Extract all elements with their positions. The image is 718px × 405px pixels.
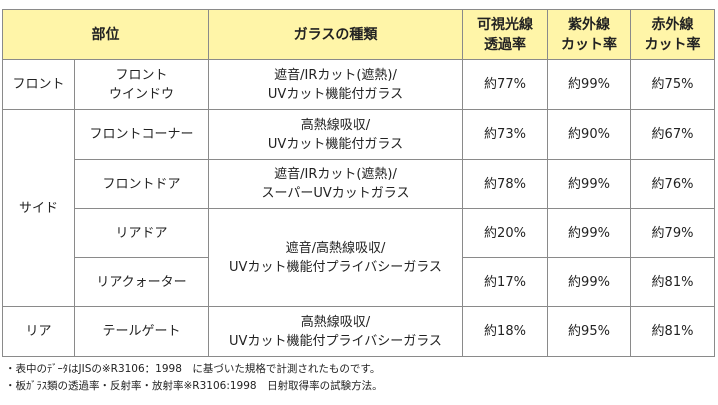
group-side: サイド: [2, 109, 75, 307]
uv-cell: 約99%: [547, 59, 631, 110]
uv-cell: 約99%: [547, 257, 631, 307]
ir-cell: 約81%: [630, 306, 715, 357]
ir-cell: 約76%: [630, 159, 715, 209]
table-row: リアクォーター 約17% 約99% 約81%: [3, 257, 715, 307]
part-cell: リアクォーター: [74, 257, 209, 307]
uv-cell: 約90%: [547, 109, 631, 160]
glass-cell: 高熱線吸収/UVカット機能付ガラス: [208, 109, 463, 160]
header-visible-transmittance: 可視光線 透過率: [462, 9, 548, 60]
visible-cell: 約73%: [462, 109, 548, 160]
table-row: フロント フロント ウインドウ 遮音/IRカット(遮熱)/UVカット機能付ガラス …: [2, 59, 715, 110]
ir-cell: 約81%: [630, 257, 715, 307]
glass-cell: 遮音/IRカット(遮熱)/UVカット機能付ガラス: [208, 59, 463, 110]
visible-cell: 約77%: [462, 59, 548, 110]
visible-cell: 約18%: [462, 306, 548, 357]
header-row: 部位 ガラスの種類 可視光線 透過率 紫外線 カット率 赤外線 カット率: [2, 9, 715, 60]
part-cell: テールゲート: [74, 306, 209, 357]
ir-cell: 約75%: [630, 59, 715, 110]
header-part: 部位: [2, 9, 209, 60]
part-cell: リアドア: [74, 208, 209, 258]
header-uv-cut: 紫外線 カット率: [547, 9, 631, 60]
uv-cell: 約99%: [547, 208, 631, 258]
part-cell: フロントコーナー: [74, 109, 209, 160]
group-rear: リア: [2, 306, 75, 357]
part-cell: フロント ウインドウ: [74, 59, 209, 110]
footnote: ・板ｶﾞﾗｽ類の透過率・反射率・放射率※R3106:1998 日射取得率の試験方…: [5, 380, 383, 392]
ir-cell: 約67%: [630, 109, 715, 160]
part-cell: フロントドア: [74, 159, 209, 209]
table-row: リアドア 遮音/高熱線吸収/UVカット機能付プライバシーガラス 約20% 約99…: [3, 208, 715, 307]
uv-cell: 約95%: [547, 306, 631, 357]
group-front: フロント: [2, 59, 75, 110]
footnotes: ・表中のﾃﾞｰﾀはJISの※R3106：1998 に基づいた規格で計測されたもの…: [5, 361, 383, 395]
glass-spec-table: 部位 ガラスの種類 可視光線 透過率 紫外線 カット率 赤外線 カット率 フロント フ…: [2, 9, 715, 357]
table-row: サイド フロントコーナー 高熱線吸収/UVカット機能付ガラス 約73% 約90%…: [2, 109, 715, 307]
header-glass-type: ガラスの種類: [208, 9, 463, 60]
glass-cell: 遮音/IRカット(遮熱)/スーパーUVカットガラス: [208, 159, 463, 209]
glass-cell: 高熱線吸収/UVカット機能付プライバシーガラス: [208, 306, 463, 357]
table-row: リア テールゲート 高熱線吸収/UVカット機能付プライバシーガラス 約18% 約…: [2, 306, 715, 357]
visible-cell: 約20%: [462, 208, 548, 258]
ir-cell: 約79%: [630, 208, 715, 258]
footnote: ・表中のﾃﾞｰﾀはJISの※R3106：1998 に基づいた規格で計測されたもの…: [5, 363, 381, 375]
uv-cell: 約99%: [547, 159, 631, 209]
visible-cell: 約78%: [462, 159, 548, 209]
header-ir-cut: 赤外線 カット率: [630, 9, 715, 60]
table-row: フロントドア 遮音/IRカット(遮熱)/スーパーUVカットガラス 約78% 約9…: [3, 159, 715, 209]
glass-cell: 遮音/高熱線吸収/UVカット機能付プライバシーガラス: [208, 208, 463, 307]
visible-cell: 約17%: [462, 257, 548, 307]
